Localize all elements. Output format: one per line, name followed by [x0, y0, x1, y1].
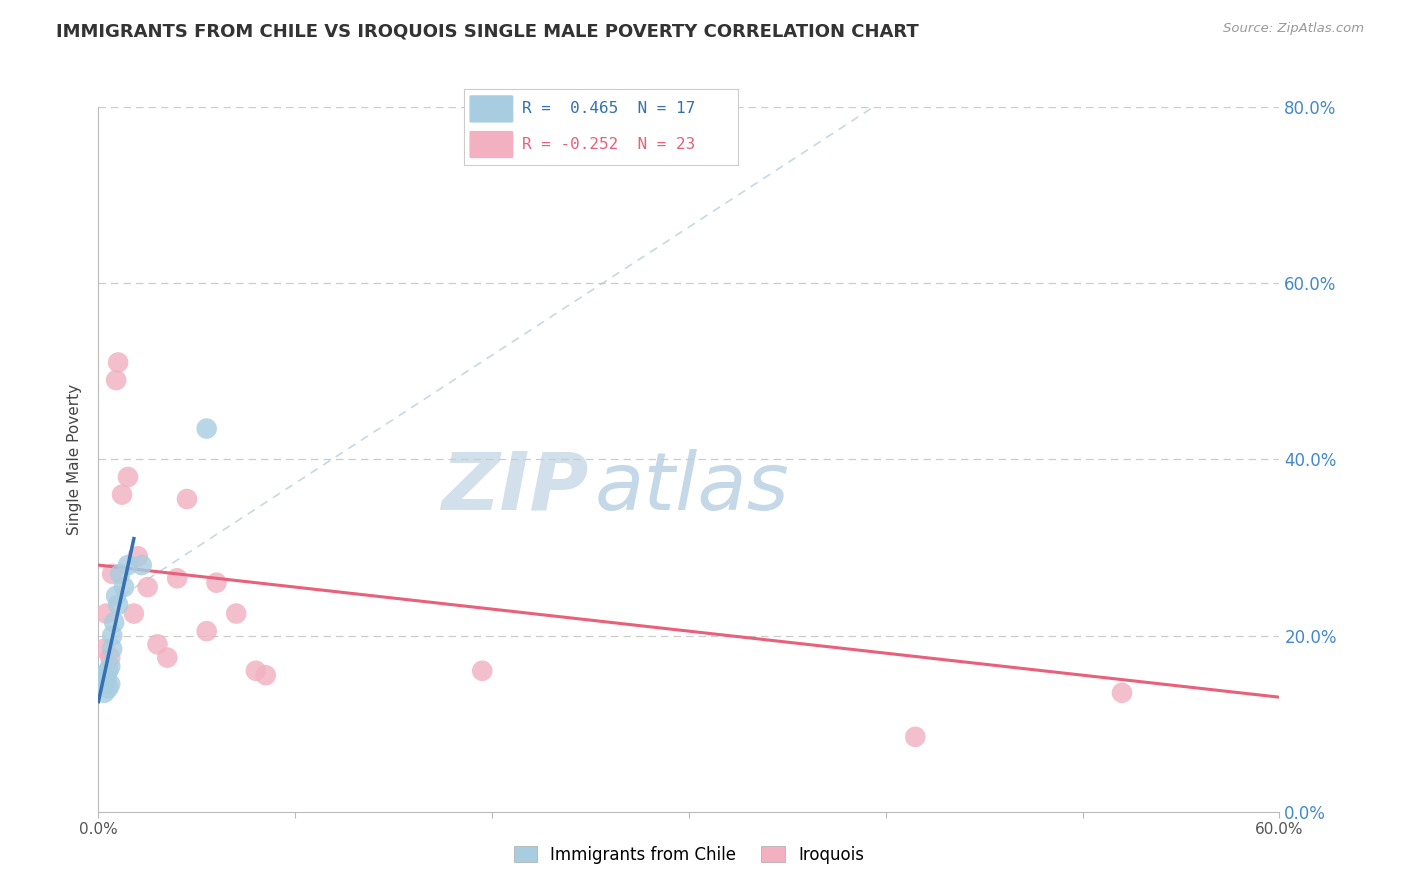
Point — [112, 580, 135, 594]
Text: R = -0.252  N = 23: R = -0.252 N = 23 — [522, 137, 695, 152]
Point — [101, 641, 124, 656]
Point — [156, 650, 179, 665]
Point — [93, 686, 115, 700]
FancyBboxPatch shape — [470, 131, 513, 158]
Point — [122, 607, 145, 621]
Point — [101, 566, 124, 581]
Point — [98, 659, 121, 673]
Point — [97, 664, 120, 678]
Point — [96, 673, 118, 687]
Point — [111, 487, 134, 501]
Point — [127, 549, 149, 564]
Point — [136, 580, 159, 594]
Point — [96, 607, 118, 621]
FancyBboxPatch shape — [470, 95, 513, 122]
Point — [97, 681, 120, 696]
Point — [195, 421, 218, 435]
Point — [98, 677, 121, 691]
Point — [103, 615, 125, 630]
Text: Source: ZipAtlas.com: Source: ZipAtlas.com — [1223, 22, 1364, 36]
Point — [107, 598, 129, 612]
Text: ZIP: ZIP — [441, 449, 589, 526]
Y-axis label: Single Male Poverty: Single Male Poverty — [67, 384, 83, 535]
Point — [101, 628, 124, 642]
Text: atlas: atlas — [595, 449, 789, 526]
Point — [254, 668, 277, 682]
Point — [105, 373, 128, 387]
Legend: Immigrants from Chile, Iroquois: Immigrants from Chile, Iroquois — [508, 839, 870, 871]
Point — [117, 470, 139, 484]
Point — [107, 355, 129, 369]
Point — [166, 571, 188, 585]
Point — [91, 668, 114, 682]
Point — [176, 491, 198, 506]
Point — [245, 664, 267, 678]
Point — [98, 650, 121, 665]
Point — [195, 624, 218, 639]
Point — [146, 637, 169, 651]
Point — [117, 558, 139, 573]
Point — [225, 607, 247, 621]
Text: R =  0.465  N = 17: R = 0.465 N = 17 — [522, 102, 695, 117]
Point — [205, 575, 228, 590]
Point — [93, 641, 115, 656]
Point — [1111, 686, 1133, 700]
Point — [108, 566, 131, 581]
Point — [471, 664, 494, 678]
Text: IMMIGRANTS FROM CHILE VS IROQUOIS SINGLE MALE POVERTY CORRELATION CHART: IMMIGRANTS FROM CHILE VS IROQUOIS SINGLE… — [56, 22, 920, 40]
Point — [131, 558, 153, 573]
Point — [904, 730, 927, 744]
Point — [105, 589, 128, 603]
